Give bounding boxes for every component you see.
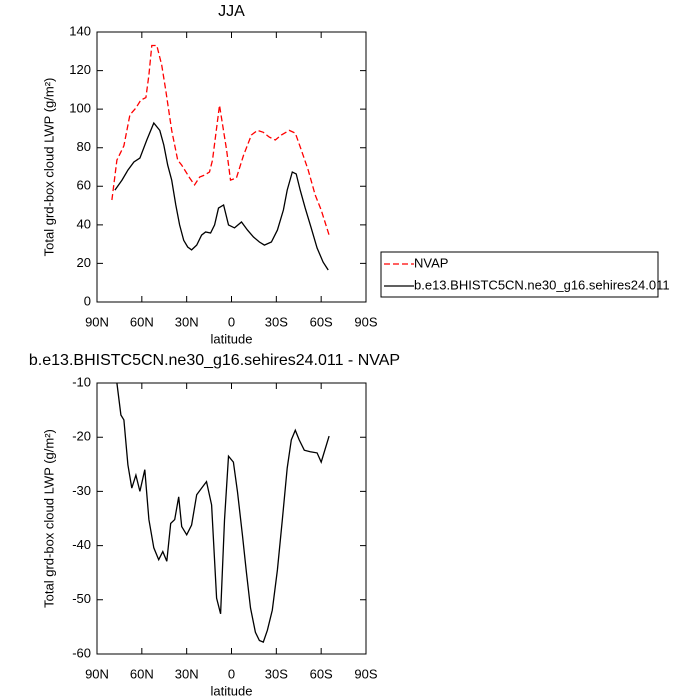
- x-tick-label: 90S: [354, 314, 377, 329]
- x-tick-label: 30N: [175, 314, 199, 329]
- y-tick-label: -20: [72, 429, 91, 444]
- chart-title: JJA: [218, 3, 245, 20]
- y-tick-label: 40: [77, 216, 91, 231]
- y-tick-label: 60: [77, 178, 91, 193]
- series-line: [114, 121, 329, 271]
- x-tick-label: 60N: [130, 666, 154, 681]
- x-tick-label: 60S: [310, 314, 333, 329]
- x-tick-label: 30N: [175, 666, 199, 681]
- legend-label: b.e13.BHISTC5CN.ne30_g16.sehires24.011: [414, 277, 670, 292]
- x-tick-label: 60N: [130, 314, 154, 329]
- chart-title: b.e13.BHISTC5CN.ne30_g16.sehires24.011 -…: [29, 352, 400, 369]
- plot-frame: [96, 382, 367, 655]
- y-tick-label: 0: [84, 293, 91, 308]
- y-tick-label: 140: [69, 23, 91, 38]
- y-axis-label: Total grd-box cloud LWP (g/m²): [41, 429, 56, 608]
- y-tick-label: -60: [72, 645, 91, 660]
- y-tick-label: 80: [77, 139, 91, 154]
- y-tick-label: -50: [72, 591, 91, 606]
- x-axis-label: latitude: [211, 683, 253, 698]
- x-tick-label: 0: [228, 666, 235, 681]
- series-line: [116, 382, 330, 643]
- x-tick-label: 90N: [85, 314, 109, 329]
- y-tick-label: 20: [77, 255, 91, 270]
- x-tick-label: 0: [228, 314, 235, 329]
- legend-box: [380, 251, 659, 298]
- y-tick-label: -10: [72, 374, 91, 389]
- y-tick-label: 120: [69, 62, 91, 77]
- x-tick-label: 30S: [265, 666, 288, 681]
- x-axis-label: latitude: [211, 331, 253, 346]
- plot-frame: [96, 31, 367, 303]
- x-tick-label: 60S: [310, 666, 333, 681]
- series-line: [111, 44, 330, 236]
- legend-label: NVAP: [414, 255, 448, 270]
- y-axis-label: Total grd-box cloud LWP (g/m²): [41, 78, 56, 257]
- y-tick-label: -40: [72, 537, 91, 552]
- y-tick-label: -30: [72, 483, 91, 498]
- x-tick-label: 90S: [354, 666, 377, 681]
- x-tick-label: 30S: [265, 314, 288, 329]
- y-tick-label: 100: [69, 101, 91, 116]
- x-tick-label: 90N: [85, 666, 109, 681]
